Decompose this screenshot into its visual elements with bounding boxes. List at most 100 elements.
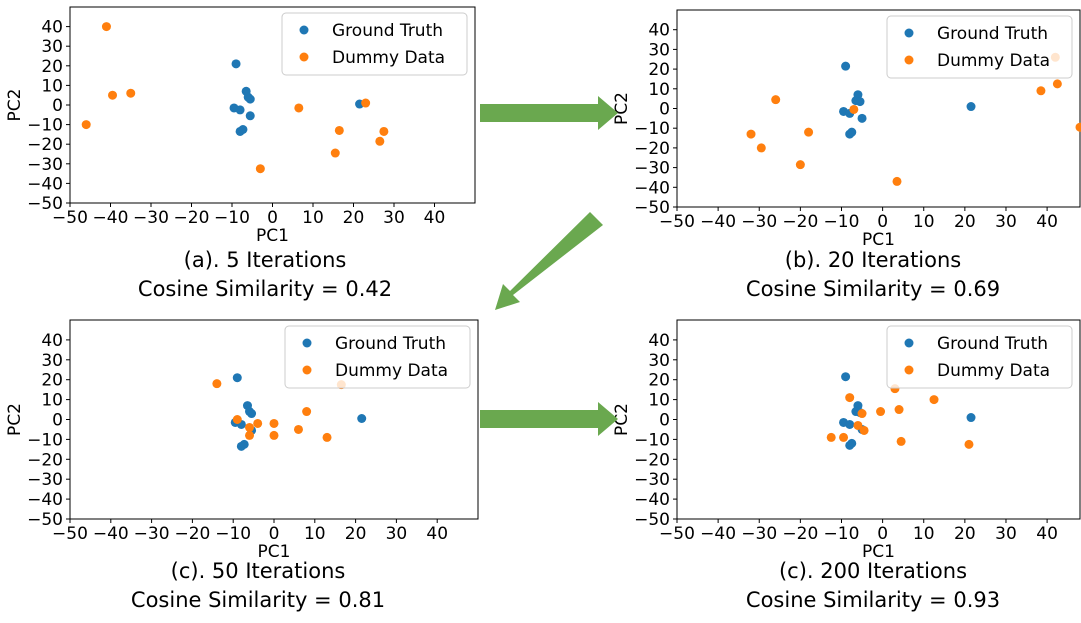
legend: Ground Truth Dummy Data [886, 325, 1073, 389]
y-tick-label: 0 [52, 411, 63, 431]
x-tick-label: 40 [426, 524, 448, 544]
y-tick-label: 30 [41, 37, 63, 57]
x-tick-label: −30 [741, 524, 777, 544]
y-tick-label: −50 [634, 198, 670, 218]
y-axis-label: PC2 [612, 92, 632, 125]
legend-box [886, 325, 1073, 389]
y-tick-label: −50 [634, 510, 670, 530]
dummy-data-point [269, 430, 279, 440]
ground-truth-point [841, 61, 851, 71]
legend-label: Dummy Data [937, 361, 1050, 381]
legend-label: Ground Truth [335, 334, 446, 354]
legend-label: Ground Truth [937, 334, 1048, 354]
dummy-data-point [859, 425, 869, 435]
dummy-data-point [379, 126, 389, 136]
legend-label: Dummy Data [332, 48, 445, 68]
dummy-data-point [894, 405, 904, 415]
x-tick-label: −30 [133, 208, 169, 228]
y-tick-label: 10 [41, 76, 63, 96]
y-tick-label: −30 [27, 155, 63, 175]
ground-truth-point [855, 97, 865, 107]
y-tick-label: −50 [27, 510, 63, 530]
ground-truth-point [857, 113, 867, 123]
legend-marker-ground-truth [302, 338, 312, 348]
dummy-data-point [101, 22, 111, 32]
legend-box [886, 15, 1073, 79]
dummy-data-point [255, 164, 265, 174]
dummy-data-point [322, 432, 332, 442]
panel-caption: (c). 200 Iterations [779, 559, 967, 583]
y-axis-label: PC2 [612, 403, 632, 436]
ground-truth-point [245, 94, 255, 104]
y-tick-label: 0 [659, 100, 670, 120]
y-tick-label: −20 [634, 450, 670, 470]
x-tick-label: −20 [782, 524, 818, 544]
x-axis-label: PC1 [256, 226, 289, 246]
x-tick-label: −50 [659, 212, 695, 232]
ground-truth-point [841, 372, 851, 382]
dummy-data-point [929, 395, 939, 405]
y-tick-label: −40 [634, 490, 670, 510]
ground-truth-point [247, 409, 257, 419]
x-tick-label: −10 [214, 208, 250, 228]
chart-panel-2: −50 −40 −30 −20 −10 0 10 20 30 40−50−40−30−20−100… [612, 9, 1081, 301]
dummy-data-point [804, 127, 814, 137]
ground-truth-point [966, 413, 976, 423]
panel-caption: (b). 20 Iterations [785, 248, 961, 272]
arrow-b-to-c [495, 212, 603, 310]
y-tick-label: −40 [634, 178, 670, 198]
y-tick-label: 40 [648, 331, 670, 351]
dummy-data-point [746, 129, 756, 139]
x-tick-label: −20 [174, 208, 210, 228]
similarity-caption: Cosine Similarity = 0.69 [746, 277, 1000, 301]
legend-marker-ground-truth [299, 25, 309, 35]
similarity-caption: Cosine Similarity = 0.93 [746, 588, 1000, 612]
y-tick-label: 30 [648, 351, 670, 371]
y-tick-label: 10 [648, 80, 670, 100]
dummy-data-point [795, 160, 805, 170]
y-tick-label: 20 [41, 371, 63, 391]
dummy-data-point [293, 424, 303, 434]
ground-truth-point [847, 438, 857, 448]
x-tick-label: −10 [824, 524, 860, 544]
x-tick-label: 20 [954, 212, 976, 232]
legend-marker-ground-truth [904, 28, 914, 38]
dummy-data-point [771, 95, 781, 105]
legend: Ground Truth Dummy Data [281, 12, 468, 76]
ground-truth-point [238, 125, 248, 134]
dummy-data-point [892, 176, 902, 186]
chart-panel-1: −50 −40 −30 −20 −10 0 10 20 30 40−50−40−30−20−100… [5, 6, 476, 301]
y-tick-label: 30 [41, 351, 63, 371]
ground-truth-point [845, 419, 855, 429]
x-tick-label: 30 [995, 212, 1017, 232]
y-tick-label: −50 [27, 194, 63, 214]
y-tick-label: 40 [41, 18, 63, 38]
x-tick-label: 40 [1036, 212, 1058, 232]
y-tick-label: 40 [648, 21, 670, 41]
y-tick-label: −30 [27, 470, 63, 490]
x-tick-label: 20 [345, 524, 367, 544]
y-tick-label: −10 [634, 430, 670, 450]
ground-truth-point [239, 439, 249, 449]
dummy-data-point [1036, 86, 1046, 96]
y-tick-label: 30 [648, 40, 670, 60]
dummy-data-point [126, 88, 136, 98]
y-tick-label: −10 [27, 116, 63, 136]
dummy-data-point [253, 418, 263, 428]
dummy-data-point [849, 104, 859, 114]
dummy-data-point [108, 90, 118, 100]
dummy-data-point [1075, 122, 1081, 132]
y-axis-label: PC2 [5, 403, 25, 436]
x-axis-label: PC1 [258, 542, 291, 562]
x-tick-label: 20 [954, 524, 976, 544]
x-axis-label: PC1 [862, 542, 895, 562]
y-tick-label: 20 [648, 60, 670, 80]
x-tick-label: −10 [824, 212, 860, 232]
x-tick-label: 10 [302, 208, 324, 228]
x-tick-label: −50 [52, 208, 88, 228]
dummy-data-point [375, 136, 385, 146]
y-tick-label: −40 [27, 174, 63, 194]
x-tick-label: 30 [383, 208, 405, 228]
x-tick-label: −50 [52, 524, 88, 544]
legend: Ground Truth Dummy Data [886, 15, 1073, 79]
